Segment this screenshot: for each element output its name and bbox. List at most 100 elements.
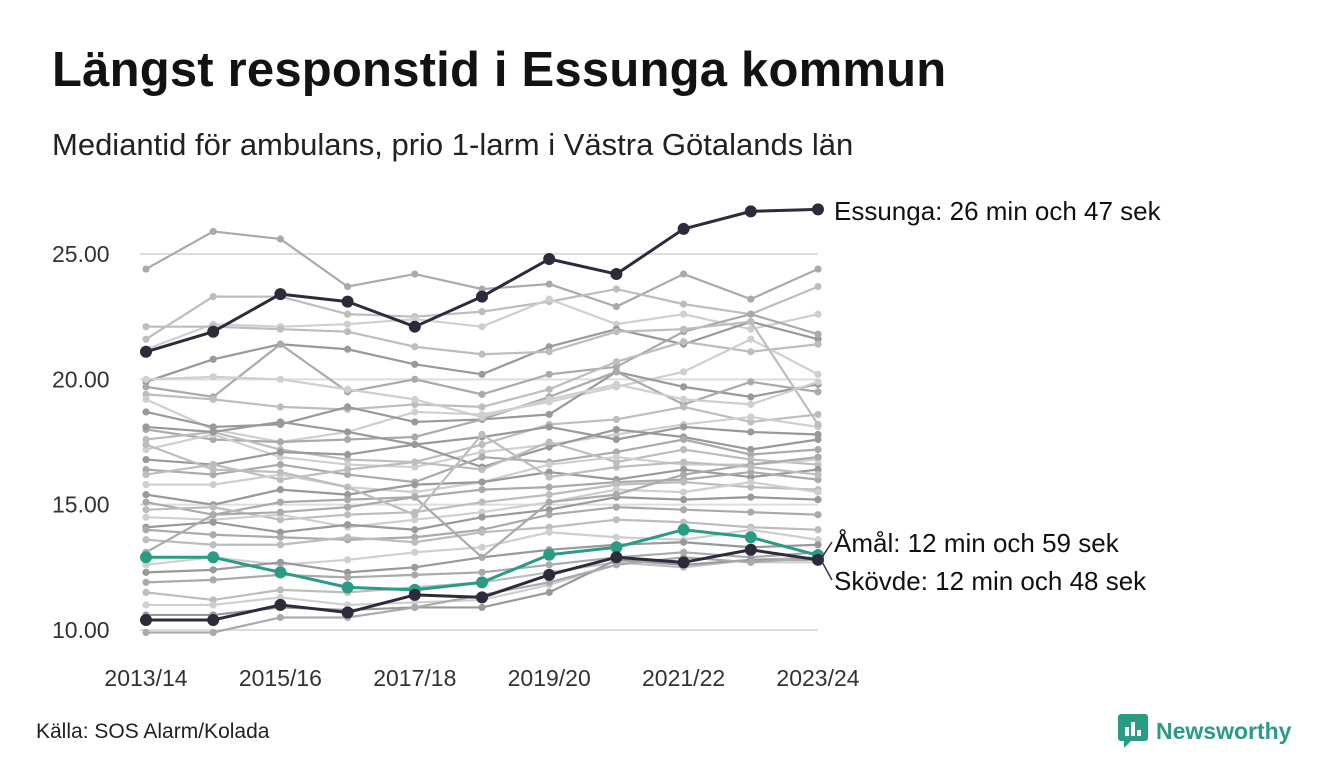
background-series-point: [209, 293, 217, 301]
background-series-point: [747, 400, 755, 408]
background-series-point: [814, 460, 822, 469]
series-point: [341, 581, 354, 594]
background-series-point: [344, 556, 352, 564]
background-series-point: [680, 496, 688, 504]
series-essunga: [140, 203, 824, 358]
background-series-point: [612, 516, 621, 524]
background-series-point: [747, 318, 755, 326]
background-series-point: [411, 400, 419, 408]
background-series-point: [478, 448, 486, 456]
background-series-point: [612, 533, 621, 541]
background-series-point: [411, 360, 419, 368]
series-point: [476, 290, 488, 303]
series-point: [543, 568, 556, 581]
background-series-point: [344, 450, 352, 459]
background-series-point: [478, 486, 486, 494]
background-series-point: [209, 503, 217, 511]
background-series-point: [814, 335, 822, 343]
background-series-point: [142, 265, 150, 273]
background-series: [142, 453, 822, 561]
background-series-point: [545, 410, 553, 419]
background-series-point: [680, 338, 688, 346]
background-series-point: [478, 390, 486, 398]
background-series-point: [344, 511, 352, 519]
background-series-point: [747, 348, 755, 356]
background-series-point: [411, 408, 419, 416]
background-series-point: [142, 390, 150, 398]
background-series-point: [612, 491, 621, 499]
background-series-point: [209, 435, 217, 444]
background-series-point: [478, 513, 486, 521]
background-series-point: [142, 470, 150, 479]
background-series-point: [612, 380, 621, 388]
background-series-point: [747, 493, 755, 501]
background-series-point: [142, 491, 150, 499]
background-series: [142, 338, 822, 414]
series-point: [677, 523, 690, 536]
background-series-point: [680, 310, 688, 318]
background-series-point: [142, 481, 150, 489]
background-series-point: [142, 601, 150, 609]
y-tick-label: 25.00: [52, 241, 110, 267]
grid-lines: [140, 253, 818, 631]
x-tick-label: 2023/24: [776, 665, 859, 691]
background-series-point: [612, 415, 621, 424]
background-series-point: [478, 528, 486, 536]
background-series-point: [142, 506, 150, 514]
background-series-point: [747, 463, 755, 471]
series-point: [812, 553, 824, 566]
background-series-point: [344, 328, 352, 336]
background-series-point: [411, 270, 419, 278]
background-series-point: [680, 548, 688, 556]
background-series-point: [747, 478, 755, 486]
background-series-point: [276, 235, 284, 243]
background-series-point: [411, 463, 419, 471]
series-point: [408, 320, 421, 333]
background-series-point: [478, 508, 486, 516]
background-series-point: [545, 483, 553, 491]
background-series-point: [814, 488, 822, 496]
background-series-point: [142, 465, 150, 474]
background-series-point: [209, 395, 217, 403]
background-series: [142, 227, 822, 637]
background-series-point: [545, 506, 553, 514]
background-series-point: [814, 420, 822, 429]
series-point: [744, 531, 757, 544]
background-series-point: [478, 403, 486, 411]
background-series-point: [142, 423, 150, 431]
background-series-point: [478, 543, 486, 551]
background-series-point: [411, 603, 419, 612]
background-series-point: [344, 496, 352, 504]
background-series-point: [142, 568, 150, 576]
background-series-point: [545, 588, 553, 597]
background-series-point: [209, 481, 217, 489]
background-series-point: [612, 458, 621, 466]
background-series-point: [411, 533, 419, 541]
background-series-point: [814, 340, 822, 348]
background-series-point: [411, 538, 419, 546]
background-series-point: [747, 473, 755, 481]
background-series-point: [276, 438, 284, 446]
background-series: [142, 227, 822, 311]
background-series-point: [142, 628, 150, 637]
background-series-point: [411, 493, 419, 501]
background-series-point: [814, 445, 822, 454]
background-series-point: [612, 430, 621, 439]
series-point: [207, 325, 220, 338]
background-series-point: [545, 438, 553, 446]
background-series-point: [209, 531, 217, 539]
series-point: [476, 591, 488, 604]
background-series-point: [142, 536, 150, 544]
background-series-point: [344, 455, 352, 464]
background-series-point: [411, 571, 419, 579]
series-point: [341, 295, 354, 308]
background-series-point: [680, 506, 688, 514]
series-point: [341, 606, 354, 619]
background-series-point: [142, 440, 150, 449]
brand-logo[interactable]: Newsworthy: [1118, 714, 1291, 748]
series-label: Skövde: 12 min och 48 sek: [834, 566, 1147, 596]
background-series-point: [814, 265, 822, 273]
background-series-point: [276, 613, 284, 622]
background-series-point: [344, 310, 352, 318]
